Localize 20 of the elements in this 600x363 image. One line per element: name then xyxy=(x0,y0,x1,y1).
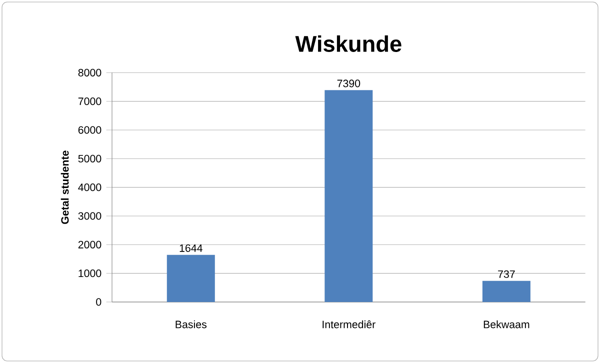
y-tick-label: 2000 xyxy=(78,240,102,248)
y-tick-label: 3000 xyxy=(78,212,102,220)
y-axis-title: Getal studente xyxy=(60,150,69,224)
x-tick-label: Bekwaam xyxy=(484,320,530,328)
x-tick-label: Intermediêr xyxy=(322,320,376,328)
y-tick-label: 4000 xyxy=(78,184,102,192)
bar xyxy=(166,254,215,302)
data-label: 7390 xyxy=(337,80,360,88)
y-tick-label: 7000 xyxy=(78,98,102,106)
x-tick-label: Basies xyxy=(176,320,207,328)
bar xyxy=(482,280,530,302)
data-label: 737 xyxy=(498,270,515,278)
data-label: 1644 xyxy=(180,244,202,252)
y-tick-label: 8000 xyxy=(78,68,102,76)
y-tick-label: 0 xyxy=(96,298,102,306)
y-tick-label: 6000 xyxy=(78,126,102,134)
bar xyxy=(324,90,373,302)
y-tick-label: 1000 xyxy=(78,270,102,278)
chart-title: Wiskunde xyxy=(295,35,402,52)
y-tick-label: 5000 xyxy=(78,154,102,162)
